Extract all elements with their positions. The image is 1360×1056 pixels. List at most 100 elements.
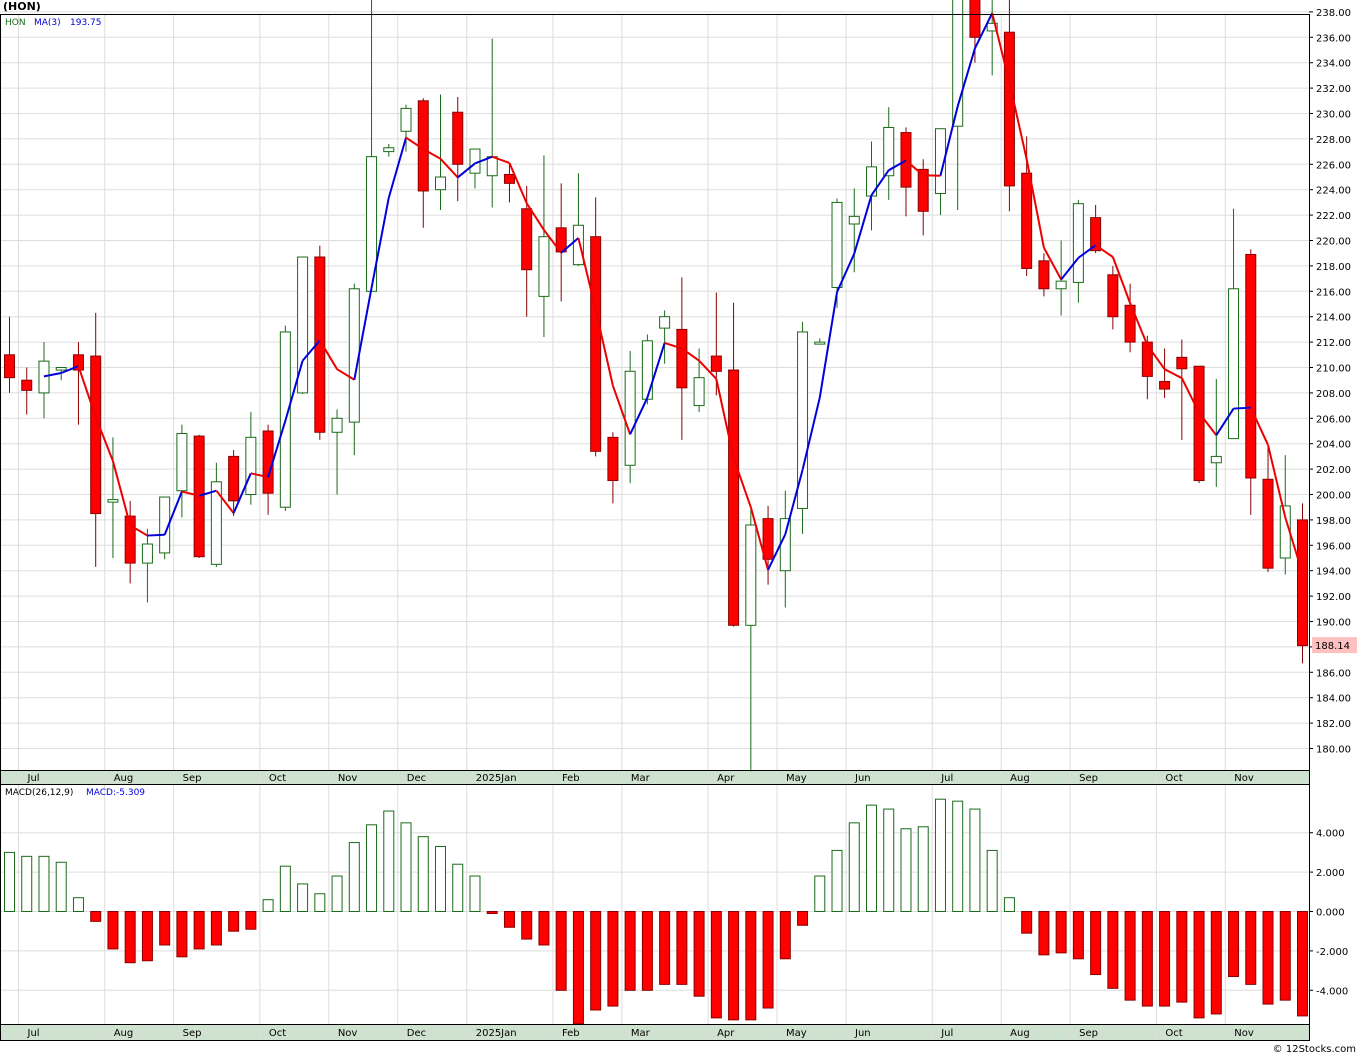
macd-bar-negative	[210, 911, 222, 946]
ma-segment	[974, 12, 994, 49]
month-label: Mar	[631, 1028, 651, 1039]
ma-segment	[215, 490, 235, 514]
macd-bar-negative	[641, 911, 653, 991]
candle-up	[814, 341, 826, 345]
ma-segment	[836, 253, 856, 293]
candle-down	[1262, 478, 1274, 569]
macd-bar-positive	[900, 828, 912, 913]
candle-up	[141, 543, 153, 564]
macd-bar-positive	[417, 836, 429, 913]
axis-layer: 180.00182.00184.00186.00188.00190.00192.…	[27, 8, 1352, 1039]
price-tick-label: 208.00	[1316, 389, 1351, 400]
macd-bar-positive	[55, 861, 67, 912]
candle-down	[4, 354, 15, 379]
month-label: Apr	[717, 773, 735, 784]
candle-up	[641, 340, 653, 400]
macd-bar-positive	[383, 810, 395, 913]
month-label: Mar	[631, 773, 651, 784]
macd-bar-negative	[590, 911, 602, 1011]
candle-down	[72, 354, 84, 371]
ma-segment	[664, 341, 683, 350]
macd-bar-negative	[245, 911, 257, 930]
macd-bar-positive	[452, 863, 464, 912]
candle-up	[572, 224, 584, 266]
ma-segment	[1060, 257, 1080, 281]
price-tick-label: 220.00	[1316, 237, 1351, 248]
month-label: Jul	[27, 773, 40, 784]
price-tick-label: 196.00	[1316, 541, 1351, 552]
ma-segment	[163, 491, 183, 536]
candle-down	[1245, 253, 1257, 479]
month-label: Oct	[269, 773, 286, 784]
candle-down	[90, 355, 102, 515]
candle-up	[383, 147, 395, 153]
candle-up	[245, 436, 257, 496]
macd-bar-negative	[503, 911, 515, 928]
price-tick-label: 182.00	[1316, 719, 1351, 730]
macd-bar-positive	[21, 855, 33, 913]
candle-up	[797, 331, 809, 509]
candle-down	[314, 256, 326, 433]
macd-axis-band	[0, 1024, 1309, 1040]
month-label: Nov	[338, 773, 358, 784]
candle-down	[676, 328, 688, 389]
ma-segment	[698, 360, 718, 380]
price-tick-label: 194.00	[1316, 567, 1351, 578]
macd-legend: MACD(26,12,9) MACD:-5.309	[5, 788, 145, 798]
candle-up	[538, 236, 550, 297]
month-label: Feb	[562, 773, 580, 784]
candle-down	[452, 111, 464, 165]
ma-segment	[646, 342, 666, 398]
ma-segment	[387, 137, 407, 199]
ma-segment	[181, 490, 200, 497]
macd-bar-negative	[1159, 911, 1171, 1007]
price-tick-label: 228.00	[1316, 135, 1351, 146]
candle-up	[659, 316, 671, 329]
month-label: Nov	[1234, 773, 1254, 784]
month-label: Sep	[1079, 773, 1098, 784]
ma-segment	[370, 197, 390, 289]
macd-bar-positive	[848, 822, 860, 912]
macd-bar-negative	[90, 911, 102, 922]
macd-bar-negative	[710, 911, 722, 1019]
macd-bar-negative	[1228, 911, 1240, 978]
ma-segment	[474, 155, 493, 165]
credit-text: © 12Stocks.com	[1272, 1044, 1356, 1055]
candle-up	[348, 288, 360, 423]
candle-down	[1038, 260, 1050, 290]
ma-segment	[888, 159, 907, 172]
ma-segment	[198, 489, 217, 497]
candle-up	[400, 107, 412, 132]
month-label: Dec	[407, 1028, 426, 1039]
macd-bar-negative	[538, 911, 550, 946]
price-tick-label: 230.00	[1316, 110, 1351, 121]
candle-down	[1141, 341, 1153, 377]
macd-bar-positive	[4, 851, 15, 913]
ma-segment	[267, 420, 287, 478]
macd-bar-positive	[934, 798, 946, 913]
ma-segment	[1077, 244, 1097, 259]
price-tick-label: 198.00	[1316, 516, 1351, 527]
macd-bar-positive	[1003, 897, 1015, 913]
month-label: Jun	[854, 773, 871, 784]
grid-layer	[0, 11, 1309, 1040]
candle-up	[883, 126, 895, 177]
ma-segment	[853, 194, 873, 254]
candle-up	[986, 22, 998, 32]
macd-tick-label: 0.000	[1316, 908, 1345, 919]
macd-bar-negative	[1124, 911, 1136, 1001]
month-label: Feb	[562, 1028, 580, 1039]
macd-tick-label: -2.000	[1316, 947, 1348, 958]
ma-segment	[111, 460, 132, 526]
macd-bar-negative	[1193, 911, 1205, 1019]
price-tick-label: 214.00	[1316, 313, 1351, 324]
ma-segment	[336, 368, 355, 381]
macd-bar-positive	[366, 824, 378, 913]
candle-down	[1193, 365, 1205, 482]
legend-symbol: HON	[5, 18, 26, 28]
macd-bar-negative	[1210, 911, 1222, 1015]
candle-up	[1210, 455, 1222, 464]
candle-down	[193, 435, 205, 558]
candle-down	[1297, 519, 1308, 647]
candle-up	[624, 370, 636, 466]
